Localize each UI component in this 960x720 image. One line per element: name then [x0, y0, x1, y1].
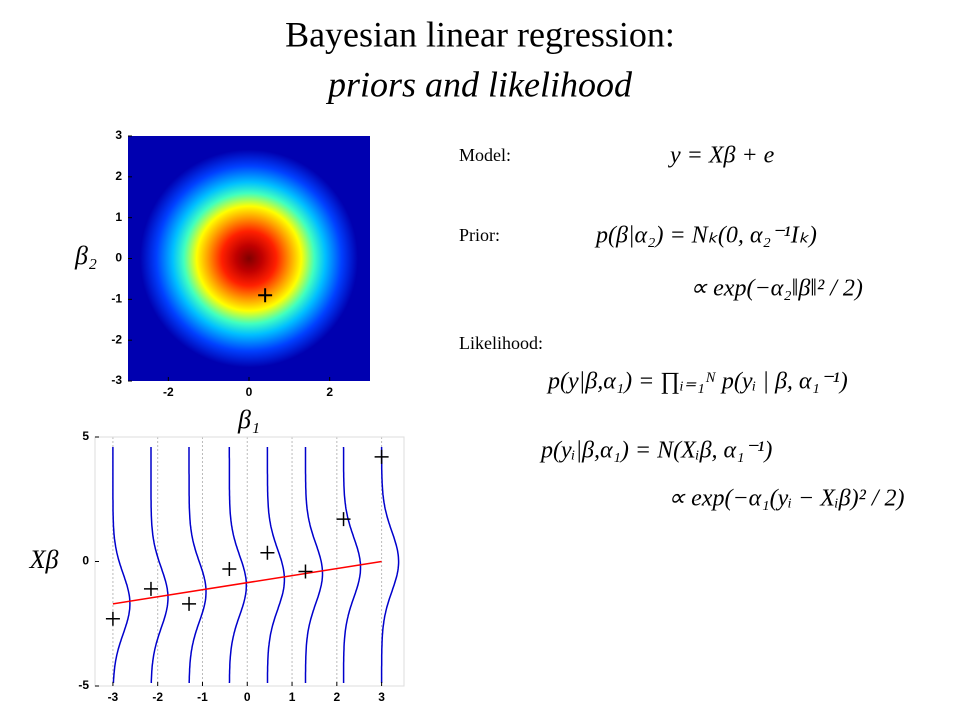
y-tick-label: -3: [111, 373, 122, 387]
x-tick-label: -1: [197, 690, 208, 704]
subtitle: priors and likelihood: [325, 64, 633, 104]
title: Bayesian linear regression:: [285, 14, 675, 54]
data-point: [374, 449, 389, 464]
data-point: [260, 545, 275, 560]
data-point: [222, 561, 237, 576]
y-tick-label: 1: [115, 210, 122, 224]
marker: [258, 288, 273, 303]
likelihood-curve: [304, 447, 324, 683]
y-tick-label: 5: [82, 429, 89, 443]
x-tick-label: -3: [108, 690, 119, 704]
equation: y = Xβ + e: [668, 143, 775, 169]
data-point: [298, 564, 313, 579]
data-point: [182, 596, 197, 611]
likelihood-curve: [188, 447, 207, 683]
likelihood-curve: [380, 447, 400, 683]
likelihood-curve: [266, 447, 286, 683]
x-tick-label: 1: [289, 690, 296, 704]
equation: ∝ exp(−α₁(yᵢ − Xᵢβ)² / 2): [668, 486, 904, 512]
equation: ∝ exp(−α₂‖β‖² / 2): [690, 276, 863, 302]
y-tick-label: -2: [111, 332, 122, 346]
equation-label: Model:: [459, 145, 511, 165]
x-tick-label: 0: [244, 690, 251, 704]
fit-line: [112, 560, 382, 605]
plot-area: [94, 436, 405, 687]
x-axis-label: β₁: [237, 405, 260, 434]
y-tick-label: -1: [111, 292, 122, 306]
y-tick-label: -5: [78, 678, 89, 692]
equation: p(β|α₂) = Nₖ(0, α₂⁻¹Iₖ): [594, 223, 817, 249]
x-tick-label: -2: [163, 385, 174, 399]
data-point: [105, 611, 120, 626]
equation: p(yᵢ|β,α₁) = N(Xᵢβ, α₁⁻¹): [539, 438, 772, 464]
x-tick-label: 0: [246, 385, 253, 399]
likelihood-curve: [112, 447, 131, 684]
equation: p(y|β,α₁) = ∏ᵢ₌₁ᴺ p(yᵢ | β, α₁⁻¹): [546, 369, 848, 395]
x-tick-label: 2: [333, 690, 340, 704]
x-tick-label: 3: [378, 690, 385, 704]
equation-label: Prior:: [459, 225, 500, 245]
likelihood-curve: [150, 447, 169, 683]
y-tick-label: 0: [82, 554, 89, 568]
y-tick-label: 3: [115, 128, 122, 142]
likelihood-curve: [228, 447, 248, 684]
x-tick-label: 2: [326, 385, 333, 399]
y-axis-label: β₂: [74, 241, 97, 270]
x-tick-label: -2: [152, 690, 163, 704]
equation-label: Likelihood:: [459, 333, 543, 353]
data-point: [336, 512, 351, 527]
data-point: [143, 581, 158, 596]
density: [140, 149, 358, 368]
y-tick-label: 2: [115, 169, 122, 183]
y-axis-label: Xβ: [29, 545, 59, 574]
y-tick-label: 0: [115, 251, 122, 265]
